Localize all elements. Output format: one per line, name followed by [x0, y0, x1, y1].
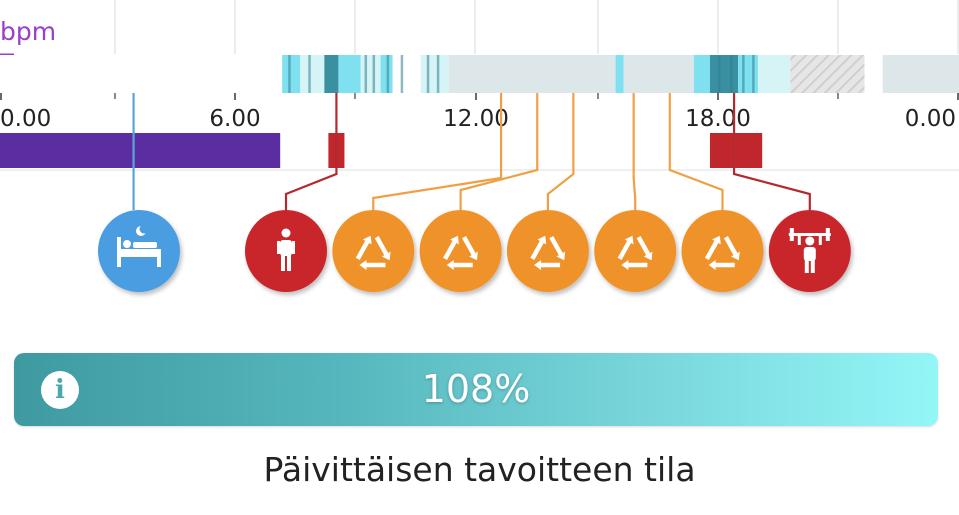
marker-connectors	[132, 93, 811, 210]
sleep-icon	[117, 224, 161, 267]
marker-circle[interactable]	[419, 210, 502, 292]
sleep-block[interactable]	[0, 133, 281, 168]
hr-segment	[282, 55, 301, 93]
marker-connector	[372, 93, 503, 210]
time-tick-label: 18.00	[685, 106, 751, 132]
hr-segment	[758, 55, 791, 93]
activity-markers[interactable]	[98, 210, 851, 292]
activity-marker[interactable]	[332, 210, 415, 292]
activity-marker[interactable]	[594, 210, 677, 292]
hr-spike	[436, 55, 440, 93]
hr-segment	[693, 55, 710, 93]
activity-block[interactable]	[709, 133, 763, 168]
hr-spike	[752, 55, 755, 93]
activity-bar	[0, 133, 763, 168]
hr-segment	[338, 55, 361, 93]
hr-spike	[372, 55, 376, 93]
weightlifting-icon	[788, 228, 831, 273]
hr-spike	[400, 55, 404, 93]
unit-label: bpm	[0, 17, 56, 46]
heart-rate-strip	[0, 55, 959, 93]
recovery-icon	[355, 235, 391, 270]
progress-value: 108%	[421, 367, 531, 411]
marker-connector	[632, 93, 637, 210]
daily-goal-caption: Päivittäisen tavoitteen tila	[263, 450, 696, 489]
hr-segment	[0, 55, 283, 93]
hr-spike	[308, 55, 311, 93]
activity-marker[interactable]	[768, 210, 851, 292]
recovery-icon	[443, 235, 478, 270]
hr-segment	[448, 55, 616, 93]
marker-connector	[284, 93, 338, 210]
marker-connector	[459, 93, 539, 210]
hr-segment	[324, 55, 339, 93]
walking-person-icon	[277, 228, 295, 271]
time-tick-label: 0.00	[905, 106, 956, 132]
chart-grid	[0, 0, 959, 171]
marker-circle[interactable]	[332, 210, 415, 292]
hr-segment	[709, 55, 739, 93]
marker-circle[interactable]	[681, 210, 764, 292]
marker-connector	[732, 93, 811, 210]
marker-connector	[668, 93, 724, 210]
hr-segment	[882, 55, 959, 93]
activity-marker[interactable]	[419, 210, 502, 292]
hr-spike	[742, 55, 745, 93]
hr-segment	[420, 55, 449, 93]
hr-spike	[386, 55, 390, 93]
hr-segment	[300, 55, 325, 93]
hr-spike	[288, 55, 291, 93]
recovery-icon	[617, 235, 653, 270]
hr-segment	[623, 55, 694, 93]
marker-connector	[546, 93, 575, 210]
time-tick-label: 12.00	[443, 106, 509, 132]
daily-timeline: bpm 0.00 6.00 12.00 18.00 0.00	[0, 0, 959, 292]
hr-segment	[615, 55, 624, 93]
activity-marker[interactable]	[506, 210, 589, 292]
info-icon[interactable]: i	[41, 371, 79, 409]
hr-spike	[426, 55, 430, 93]
recovery-icon	[530, 235, 566, 270]
hr-segment	[864, 55, 883, 93]
hr-segment	[392, 55, 421, 93]
marker-circle[interactable]	[594, 210, 677, 292]
activity-marker[interactable]	[98, 210, 180, 292]
time-axis: 0.00 6.00 12.00 18.00 0.00	[0, 93, 959, 132]
hr-segment	[738, 55, 759, 93]
time-tick-label: 6.00	[209, 106, 260, 132]
hr-spike	[364, 55, 368, 93]
hr-spike	[718, 55, 721, 93]
time-tick-label: 0.00	[0, 106, 51, 132]
recovery-icon	[704, 235, 740, 270]
activity-marker[interactable]	[681, 210, 764, 292]
daily-goal-progress-bar[interactable]: i 108%	[14, 353, 938, 426]
hr-spike	[730, 55, 733, 93]
activity-marker[interactable]	[245, 210, 327, 292]
hr-segment	[790, 55, 865, 93]
marker-circle[interactable]	[506, 210, 589, 292]
hr-segment	[360, 55, 381, 93]
